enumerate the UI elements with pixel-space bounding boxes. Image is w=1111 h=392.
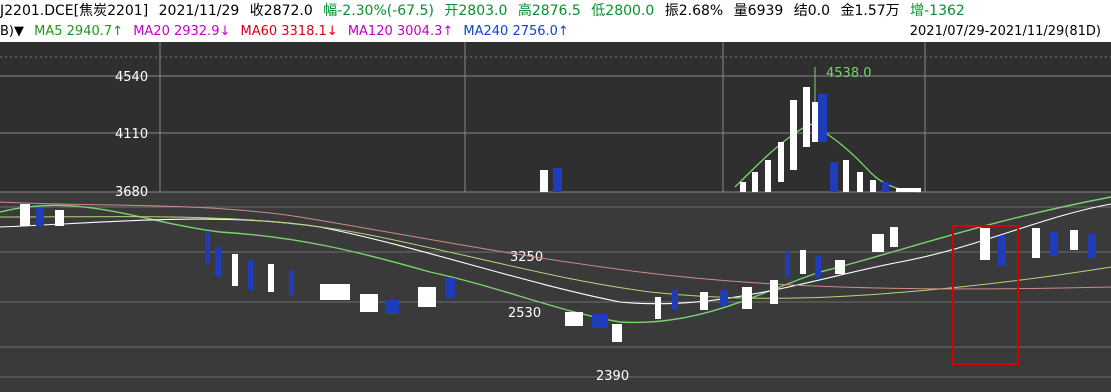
candle-l13 — [418, 287, 436, 307]
ma60-line — [0, 216, 1111, 299]
upper-candles — [540, 67, 921, 192]
instrument-name: J2201.DCE[焦炭2201] — [0, 3, 149, 19]
candle-u13 — [857, 172, 863, 192]
peak-price-label: 4538.0 — [826, 66, 872, 81]
candle-l18 — [655, 297, 661, 319]
candle-l1 — [20, 204, 30, 226]
candle-l12 — [385, 300, 399, 314]
price-label-2530: 2530 — [508, 306, 541, 321]
candle-l17 — [612, 324, 622, 342]
price-label-2390: 2390 — [596, 369, 629, 384]
candle-l23 — [770, 280, 778, 304]
candle-l35 — [1088, 234, 1096, 258]
quote-header: J2201.DCE[焦炭2201] 2021/11/29 收2872.0 幅-2… — [0, 0, 1111, 22]
open-price: 开2803.0 — [444, 3, 508, 19]
candle-u7 — [790, 100, 797, 170]
candle-l34 — [1070, 230, 1078, 250]
ma120-label: MA120 3004.3↑ — [347, 24, 454, 39]
candle-l7 — [248, 260, 253, 290]
ma20-label: MA20 2932.9↓ — [133, 24, 231, 39]
ma120-line — [0, 201, 1111, 290]
candle-l29 — [890, 227, 898, 247]
candlestick-chart[interactable]: 4540 4110 3680 3250 2530 2390 4538.0 — [0, 42, 1111, 392]
candle-u9 — [812, 102, 819, 142]
ma-selector[interactable]: B)▼ — [0, 24, 24, 39]
candle-l2 — [36, 208, 44, 226]
candle-l9 — [289, 270, 294, 296]
ma240-label: MA240 2756.0↑ — [463, 24, 569, 39]
quote-date: 2021/11/29 — [158, 3, 240, 19]
highlight-box — [952, 225, 1019, 365]
candle-u10 — [818, 94, 827, 142]
candle-l6 — [232, 254, 238, 286]
candle-u8 — [803, 87, 810, 147]
candle-l33 — [1050, 232, 1058, 256]
candle-l21 — [720, 290, 728, 306]
candle-l31 — [998, 236, 1006, 266]
candle-l26 — [815, 256, 821, 278]
date-range: 2021/07/29-2021/11/29(81D) — [909, 24, 1101, 39]
candle-l24 — [785, 252, 790, 277]
candle-l20 — [700, 292, 708, 310]
candle-u2 — [553, 168, 562, 192]
candle-l22 — [742, 287, 752, 309]
low-price: 低2800.0 — [591, 3, 655, 19]
candle-u6 — [778, 142, 784, 182]
candle-u11 — [830, 162, 838, 192]
candle-l4 — [205, 232, 210, 264]
candle-l27 — [835, 260, 845, 274]
candle-u5 — [765, 160, 771, 192]
candle-l30 — [980, 228, 990, 260]
high-price: 高2876.5 — [517, 3, 581, 19]
candle-u3 — [740, 182, 746, 192]
candle-l32 — [1032, 228, 1040, 258]
ma5-peak-curve — [734, 123, 921, 193]
candle-l28 — [872, 234, 884, 252]
candle-l15 — [565, 312, 583, 326]
price-label-4110: 4110 — [115, 127, 148, 142]
amount: 金1.57万 — [840, 3, 900, 19]
candle-l14 — [445, 278, 455, 298]
candle-l25 — [800, 250, 806, 274]
price-label-3680: 3680 — [115, 185, 148, 200]
ma5-line — [0, 196, 1111, 324]
candle-l8 — [268, 264, 274, 292]
close-price: 收2872.0 — [249, 3, 313, 19]
candle-u12 — [843, 160, 849, 192]
candle-l3 — [55, 210, 64, 226]
candle-l11 — [360, 294, 378, 312]
candle-u16 — [896, 188, 921, 192]
ma5-label: MA5 2940.7↑ — [34, 24, 124, 39]
volume: 量6939 — [733, 3, 784, 19]
upper-pane — [0, 42, 1111, 192]
candle-l16 — [592, 314, 608, 328]
candle-u4 — [752, 172, 758, 192]
price-label-4540: 4540 — [115, 70, 148, 85]
change-value: 幅-2.30%(-67.5) — [323, 3, 434, 19]
candle-l10 — [320, 284, 350, 300]
lower-candles — [20, 204, 1096, 342]
open-interest-change: 增-1362 — [910, 3, 965, 19]
ma60-label: MA60 3318.1↓ — [240, 24, 338, 39]
candle-u14 — [870, 180, 876, 192]
candle-l5 — [215, 247, 221, 277]
amplitude: 振2.68% — [664, 3, 724, 19]
candle-u1 — [540, 170, 548, 192]
price-label-3250: 3250 — [510, 250, 543, 265]
candle-u15 — [882, 182, 889, 192]
chart-svg[interactable]: 4540 4110 3680 3250 2530 2390 4538.0 — [0, 42, 1111, 392]
settle-price: 结0.0 — [793, 3, 831, 19]
ma20-line — [0, 203, 1111, 305]
moving-average-header: B)▼ MA5 2940.7↑ MA20 2932.9↓ MA60 3318.1… — [0, 22, 1111, 42]
candle-l19 — [672, 290, 678, 310]
